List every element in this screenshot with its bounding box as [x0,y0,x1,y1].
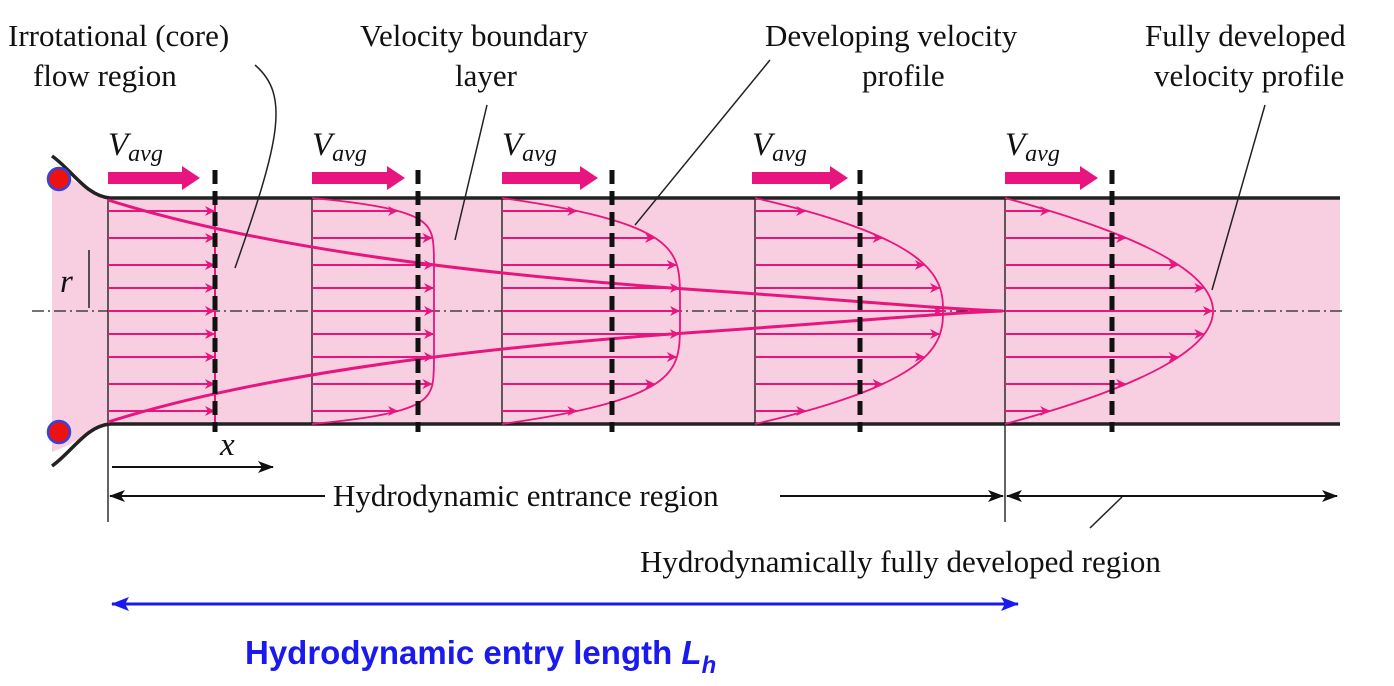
axial-symbol: x [219,427,235,463]
boundary-layer-label-line1: Velocity boundary [360,18,589,53]
leader-lines [234,59,1266,529]
boundary-layer-label-line2: layer [455,58,518,93]
pipe-walls [50,154,1340,468]
vavg-arrow [752,166,848,190]
vavg-arrow [108,166,200,190]
vavg-arrow [312,166,405,190]
vavg-subscript: avg [522,141,557,167]
vavg-symbol: V [502,127,526,163]
vavg-indicator: Vavg [752,127,848,190]
fully-developed-region-label: Hydrodynamically fully developed region [640,544,1161,579]
fully-developed-profile-label-line2: velocity profile [1154,58,1344,93]
irrotational-label-line1: Irrotational (core) [8,18,229,53]
profile-fully [1004,197,1214,425]
fully-developed-profile-label-line1: Fully developed [1145,18,1346,53]
vavg-label: Vavg [108,127,163,167]
developing-profile-label-line1: Developing velocity [765,18,1018,53]
vavg-indicator: Vavg [502,127,598,190]
vavg-arrow [1005,166,1098,190]
radius-symbol: r [60,264,73,300]
vavg-label: Vavg [502,127,557,167]
vavg-label: Vavg [1005,127,1060,167]
vavg-subscript: avg [332,141,367,167]
developing-profile-label-line2: profile [862,58,945,93]
vavg-symbol: V [752,127,776,163]
entrance-region-label: Hydrodynamic entrance region [333,478,719,513]
vavg-arrow [502,166,598,190]
entry-length-label: Hydrodynamic entry length Lh [245,634,716,679]
profile-develop-3 [754,197,944,425]
average-velocity-markers [212,170,1115,432]
vavg-subscript: avg [772,141,807,167]
vavg-subscript: avg [128,141,163,167]
vavg-symbol: V [108,127,132,163]
profile-develop-1 [311,197,435,425]
vavg-indicator: Vavg [108,127,200,190]
vavg-indicator: Vavg [312,127,405,190]
pipe-interior [52,172,1340,452]
vavg-symbol: V [1005,127,1029,163]
profile-develop-2 [501,197,681,425]
vavg-label: Vavg [752,127,807,167]
inlet-marker-bottom [46,419,72,445]
vavg-symbol: V [312,127,336,163]
vavg-subscript: avg [1025,141,1060,167]
vavg-indicator: Vavg [1005,127,1098,190]
average-velocity-labels: Vavg Vavg Vavg Vavg Vavg [108,127,1098,190]
irrotational-label-line2: flow region [33,58,177,93]
vavg-label: Vavg [312,127,367,167]
inlet-marker-top [46,166,72,192]
